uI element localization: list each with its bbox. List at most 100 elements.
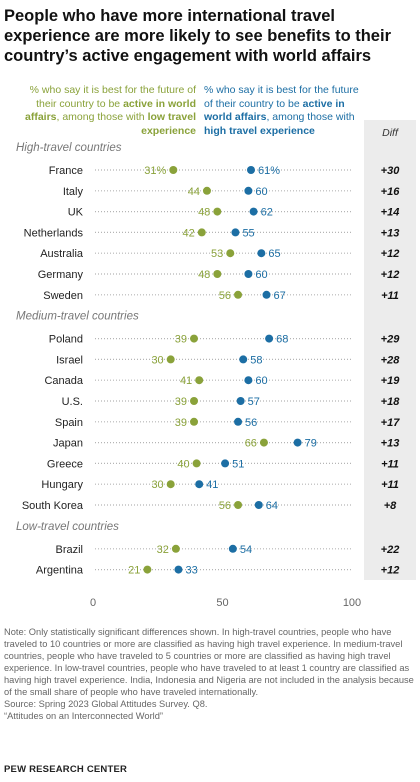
legend-high-prefix: % who say it is best for the future of t… — [204, 84, 359, 110]
high-travel-label: 54 — [240, 544, 252, 556]
country-label: France — [49, 165, 83, 177]
high-travel-label: 61% — [258, 165, 280, 177]
high-travel-dot — [174, 565, 183, 574]
high-travel-label: 51 — [232, 458, 244, 470]
high-travel-dot — [236, 397, 245, 405]
country-label: U.S. — [62, 396, 83, 408]
chart-title: People who have more international trave… — [4, 7, 391, 65]
country-label: Israel — [56, 354, 83, 366]
high-travel-dot — [244, 270, 253, 278]
dot-plot: Diff High-travel countries France 31% 61% +30… — [16, 120, 416, 609]
low-travel-label: 66 — [245, 438, 257, 450]
low-travel-label: 42 — [183, 227, 195, 239]
source-text: Source: Spring 2023 Global Attitudes Sur… — [4, 699, 208, 709]
legend-low-bold: active in world affairs — [24, 97, 196, 124]
low-travel-dot — [192, 459, 201, 468]
high-travel-dot — [244, 376, 253, 385]
legend-low-bold2: low travel experience — [141, 111, 196, 137]
low-travel-dot — [169, 166, 178, 174]
low-travel-label: 40 — [177, 458, 189, 470]
report-title: “Attitudes on an Interconnected World” — [4, 711, 163, 721]
legend-low-travel: % who say it is best for the future of t… — [20, 84, 196, 138]
brand-logo-text: PEW RESEARCH CENTER — [4, 764, 128, 775]
high-travel-label: 79 — [305, 438, 317, 450]
legend-low-mid: , among those with — [56, 111, 148, 123]
legend-low-prefix: % who say it is best for the future of t… — [29, 84, 196, 110]
high-travel-label: 60 — [255, 269, 267, 281]
country-label: Canada — [44, 375, 83, 387]
high-travel-dot — [195, 480, 204, 489]
diff-value: +11 — [381, 479, 399, 491]
group-label: Medium-travel countries — [16, 311, 139, 323]
note-text: Note: Only statistically significant dif… — [4, 627, 414, 697]
diff-value: +12 — [381, 269, 400, 281]
low-travel-label: 39 — [175, 334, 187, 346]
high-travel-dot — [254, 501, 263, 509]
diff-value: +12 — [381, 565, 400, 577]
diff-value: +13 — [381, 438, 400, 450]
low-travel-label: 39 — [175, 396, 187, 408]
diff-value: +19 — [381, 375, 401, 387]
country-label: Greece — [47, 458, 83, 470]
low-travel-label: 41 — [180, 375, 192, 387]
high-travel-dot — [249, 207, 258, 216]
diff-value: +17 — [381, 417, 401, 429]
high-travel-dot — [262, 290, 271, 299]
low-travel-dot — [190, 417, 199, 426]
x-tick-label: 50 — [216, 597, 228, 609]
low-travel-dot — [195, 376, 204, 385]
high-travel-dot — [244, 186, 253, 195]
low-travel-dot — [197, 228, 206, 237]
country-label: Argentina — [36, 565, 84, 577]
diff-value: +16 — [381, 186, 401, 198]
high-travel-label: 67 — [274, 290, 286, 302]
high-travel-label: 56 — [245, 417, 257, 429]
diff-value: +8 — [384, 500, 397, 512]
low-travel-dot — [226, 249, 235, 258]
diff-value: +22 — [381, 544, 400, 556]
legend-high-travel: % who say it is best for the future of t… — [204, 84, 364, 138]
country-label: Japan — [53, 438, 83, 450]
high-travel-label: 62 — [261, 207, 273, 219]
low-travel-dot — [234, 290, 243, 299]
country-label: South Korea — [22, 500, 84, 512]
diff-value: +14 — [381, 207, 400, 219]
high-travel-label: 65 — [268, 248, 280, 260]
country-label: Brazil — [55, 544, 83, 556]
low-travel-label: 48 — [198, 207, 210, 219]
low-travel-dot — [259, 438, 268, 447]
low-travel-dot — [234, 501, 243, 509]
diff-value: +28 — [381, 354, 401, 366]
high-travel-dot — [239, 355, 248, 364]
high-travel-label: 58 — [250, 354, 262, 366]
country-label: Spain — [55, 417, 83, 429]
high-travel-dot — [228, 544, 237, 553]
low-travel-dot — [190, 334, 199, 343]
legend-high-bold: active in world affairs — [204, 97, 345, 124]
high-travel-dot — [265, 334, 274, 343]
low-travel-label: 30 — [151, 479, 163, 491]
low-travel-dot — [190, 397, 199, 405]
low-travel-dot — [171, 544, 180, 553]
x-tick-label: 100 — [343, 597, 361, 609]
low-travel-label: 56 — [219, 290, 231, 302]
country-label: Italy — [63, 186, 84, 198]
low-travel-dot — [166, 355, 175, 364]
low-travel-label: 39 — [175, 417, 187, 429]
high-travel-dot — [293, 438, 302, 447]
high-travel-label: 64 — [266, 500, 278, 512]
diff-value: +11 — [381, 458, 399, 470]
high-travel-dot — [231, 228, 240, 237]
country-label: Poland — [49, 334, 83, 346]
high-travel-dot — [221, 459, 230, 468]
diff-column-bg — [364, 120, 416, 580]
high-travel-dot — [257, 249, 266, 258]
high-travel-dot — [246, 166, 255, 174]
country-label: Sweden — [43, 290, 83, 302]
low-travel-dot — [202, 186, 211, 195]
low-travel-dot — [166, 480, 175, 489]
group-label: Low-travel countries — [16, 521, 119, 533]
low-travel-label: 31% — [144, 165, 166, 177]
low-travel-label: 44 — [188, 186, 200, 198]
high-travel-label: 33 — [185, 565, 197, 577]
